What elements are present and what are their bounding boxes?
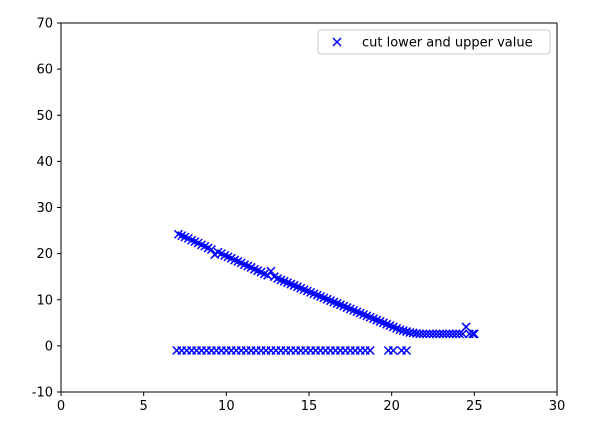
plot-area (61, 23, 557, 392)
y-tick-label: 10 (36, 293, 53, 308)
y-tick-label: 20 (36, 247, 53, 262)
data-point (388, 345, 398, 356)
x-tick-label: 20 (383, 399, 400, 414)
x-tick-label: 10 (218, 399, 235, 414)
data-point (428, 329, 438, 339)
y-tick-label: 50 (36, 109, 53, 124)
y-axis-ticks: -10 0 10 20 30 40 50 60 70 (32, 17, 61, 401)
data-point (425, 329, 435, 339)
data-point (441, 329, 451, 339)
data-point (468, 329, 478, 339)
data-point (266, 266, 276, 276)
data-point (398, 326, 408, 336)
x-axis-ticks: 0 5 10 15 20 25 30 (57, 392, 565, 414)
x-tick-label: 0 (57, 399, 65, 414)
data-point (415, 329, 425, 339)
data-point (418, 329, 428, 339)
y-tick-label: -10 (32, 386, 53, 401)
data-point (458, 329, 468, 339)
data-point (402, 345, 412, 356)
data-point (454, 329, 464, 339)
data-point (445, 329, 455, 339)
data-point (451, 329, 461, 339)
legend-marker-x-icon (332, 37, 342, 47)
legend-label: cut lower and upper value (362, 36, 533, 51)
legend: cut lower and upper value (317, 29, 551, 55)
x-tick-label: 25 (466, 399, 483, 414)
data-point (206, 244, 216, 255)
data-point (469, 329, 479, 339)
legend-marker-x (332, 37, 342, 47)
data-point (395, 325, 405, 335)
data-point (431, 329, 441, 339)
x-tick-label: 5 (140, 399, 148, 414)
data-point (461, 322, 471, 332)
data-point (448, 329, 458, 339)
x-tick-label: 30 (549, 399, 566, 414)
y-tick-label: 70 (36, 17, 53, 32)
y-tick-label: 30 (36, 201, 53, 216)
data-point (365, 345, 375, 356)
data-point (438, 329, 448, 339)
x-tick-label: 15 (301, 399, 318, 414)
data-point (421, 329, 431, 339)
data-points (172, 229, 479, 356)
legend-box (317, 29, 551, 55)
y-tick-label: 40 (36, 155, 53, 170)
y-tick-label: 0 (45, 339, 53, 354)
y-tick-label: 60 (36, 63, 53, 78)
data-point (435, 329, 445, 339)
